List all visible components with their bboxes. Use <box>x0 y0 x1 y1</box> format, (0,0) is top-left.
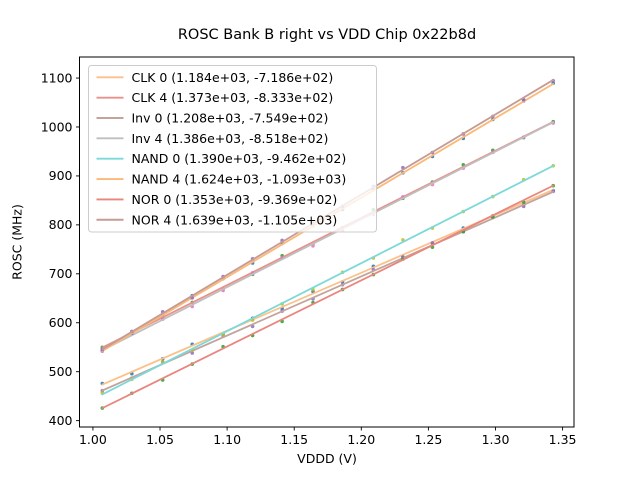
legend-item: NOR 4 (1.639e+03, -1.105e+03) <box>96 212 338 227</box>
chart-title: ROSC Bank B right vs VDD Chip 0x22b8d <box>177 27 477 43</box>
legend-item: CLK 0 (1.184e+03, -7.186e+02) <box>96 70 334 85</box>
y-tick-label: 400 <box>49 413 73 428</box>
legend-label: NAND 0 (1.390e+03, -9.462e+02) <box>132 151 347 166</box>
x-tick-label: 1.20 <box>347 432 375 447</box>
legend-item: NOR 0 (1.353e+03, -9.369e+02) <box>96 192 338 207</box>
legend-label: Inv 4 (1.386e+03, -8.518e+02) <box>132 131 329 146</box>
x-tick-label: 1.25 <box>414 432 442 447</box>
legend-label: NOR 4 (1.639e+03, -1.105e+03) <box>132 212 338 227</box>
fit-line <box>101 164 555 396</box>
legend-item: Inv 0 (1.208e+03, -7.549e+02) <box>96 111 329 126</box>
x-tick-label: 1.35 <box>549 432 577 447</box>
x-tick-label: 1.05 <box>146 432 174 447</box>
y-tick-label: 1000 <box>41 119 73 134</box>
y-tick-label: 700 <box>49 266 73 281</box>
legend-label: Inv 0 (1.208e+03, -7.549e+02) <box>132 111 329 126</box>
fit-line <box>101 184 555 410</box>
y-tick-label: 500 <box>49 364 73 379</box>
legend-box <box>88 65 377 233</box>
plot-frame <box>79 56 575 428</box>
x-tick-label: 1.00 <box>79 432 107 447</box>
legend: CLK 0 (1.184e+03, -7.186e+02) CLK 4 (1.37… <box>88 65 377 233</box>
series-nand-0 <box>100 163 556 396</box>
y-tick-label: 1100 <box>41 70 73 85</box>
y-tick-label: 900 <box>49 168 73 183</box>
x-axis-label: VDDD (V) <box>297 451 357 466</box>
x-tick-label: 1.30 <box>482 432 510 447</box>
y-tick-label: 600 <box>49 315 73 330</box>
legend-label: NAND 4 (1.624e+03, -1.093e+03) <box>132 172 347 187</box>
axis-ticks: 1.00 1.05 1.10 1.15 1.20 1.25 1.30 1.35 400 500 60… <box>41 70 577 447</box>
y-tick-label: 800 <box>49 217 73 232</box>
y-axis-label-text: ROSC (MHz) <box>9 204 25 280</box>
legend-label: CLK 4 (1.373e+03, -8.333e+02) <box>132 90 334 105</box>
fit-line <box>101 190 555 392</box>
fit-line <box>101 121 555 352</box>
legend-item: NAND 0 (1.390e+03, -9.462e+02) <box>96 151 347 166</box>
x-tick-label: 1.15 <box>280 432 308 447</box>
legend-label: CLK 0 (1.184e+03, -7.186e+02) <box>132 70 334 85</box>
x-tick-label: 1.10 <box>213 432 241 447</box>
legend-item: Inv 4 (1.386e+03, -8.518e+02) <box>96 131 329 146</box>
legend-item: CLK 4 (1.373e+03, -8.333e+02) <box>96 90 334 105</box>
legend-item: NAND 4 (1.624e+03, -1.093e+03) <box>96 172 347 187</box>
series-nor-0 <box>100 183 556 410</box>
legend-label: NOR 0 (1.353e+03, -9.369e+02) <box>132 192 338 207</box>
